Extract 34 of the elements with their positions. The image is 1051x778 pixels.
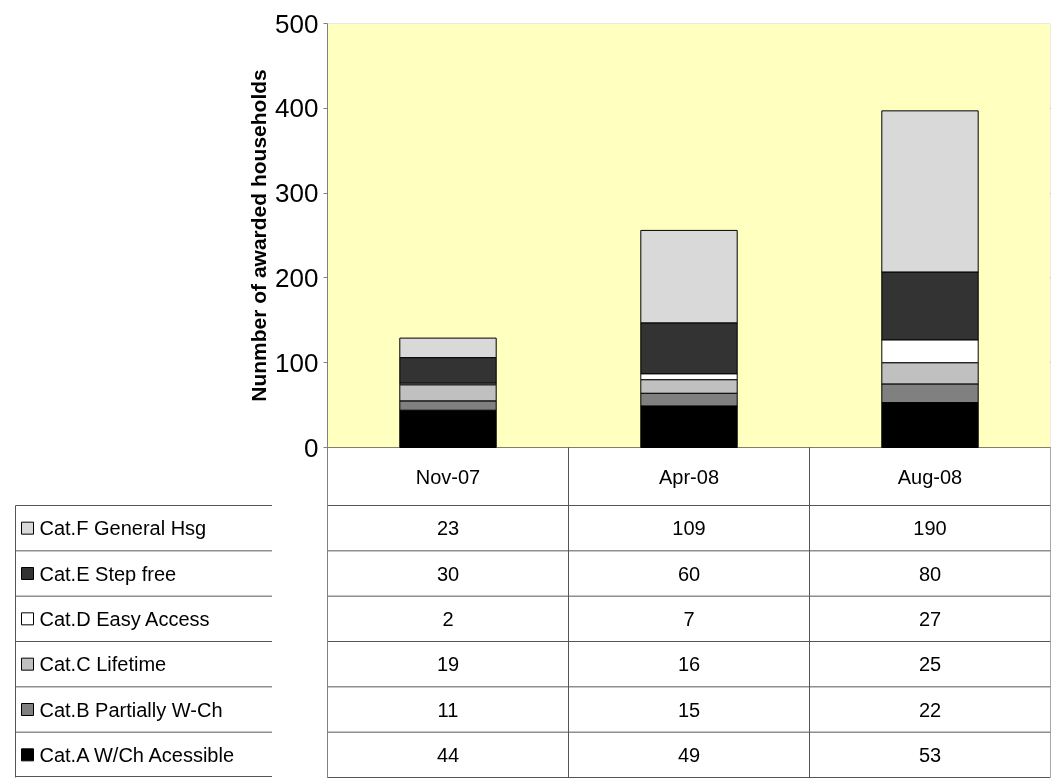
data-label: 23 — [436, 517, 460, 540]
y-tick-label: 200 — [275, 262, 319, 293]
data-label: 27 — [918, 607, 942, 630]
data-label: 7 — [683, 607, 695, 630]
data-label: 44 — [436, 743, 460, 766]
x-tick-label: Aug-08 — [897, 465, 963, 488]
data-label: 53 — [918, 743, 942, 766]
y-tick-label: 300 — [275, 178, 319, 209]
data-label: 80 — [918, 562, 942, 585]
data-label: 109 — [672, 517, 706, 540]
data-label: 190 — [913, 517, 947, 540]
legend-label: Cat.F General Hsg — [39, 517, 207, 540]
y-tick-label: 500 — [275, 8, 319, 39]
y-axis-title: Nunmber of awarded households — [247, 69, 270, 402]
legend-label: Cat.C Lifetime — [39, 653, 167, 676]
data-label: 25 — [918, 653, 942, 676]
legend-label: Cat.A W/Ch Acessible — [39, 743, 235, 766]
y-tick-label: 400 — [275, 93, 319, 124]
legend-label: Cat.E Step free — [39, 562, 177, 585]
legend-label: Cat.B Partially W-Ch — [39, 698, 223, 721]
data-label: 11 — [437, 698, 459, 721]
data-label: 19 — [436, 653, 460, 676]
data-label: 16 — [677, 653, 701, 676]
x-tick-label: Apr-08 — [658, 465, 720, 488]
y-tick-label: 0 — [304, 432, 319, 463]
legend-label: Cat.D Easy Access — [39, 607, 210, 630]
data-label: 22 — [918, 698, 942, 721]
data-label: 60 — [677, 562, 701, 585]
data-label: 2 — [442, 607, 454, 630]
data-label: 49 — [677, 743, 701, 766]
data-label: 30 — [436, 562, 460, 585]
y-tick-label: 100 — [275, 347, 319, 378]
x-tick-label: Nov-07 — [415, 465, 481, 488]
data-label: 15 — [677, 698, 701, 721]
